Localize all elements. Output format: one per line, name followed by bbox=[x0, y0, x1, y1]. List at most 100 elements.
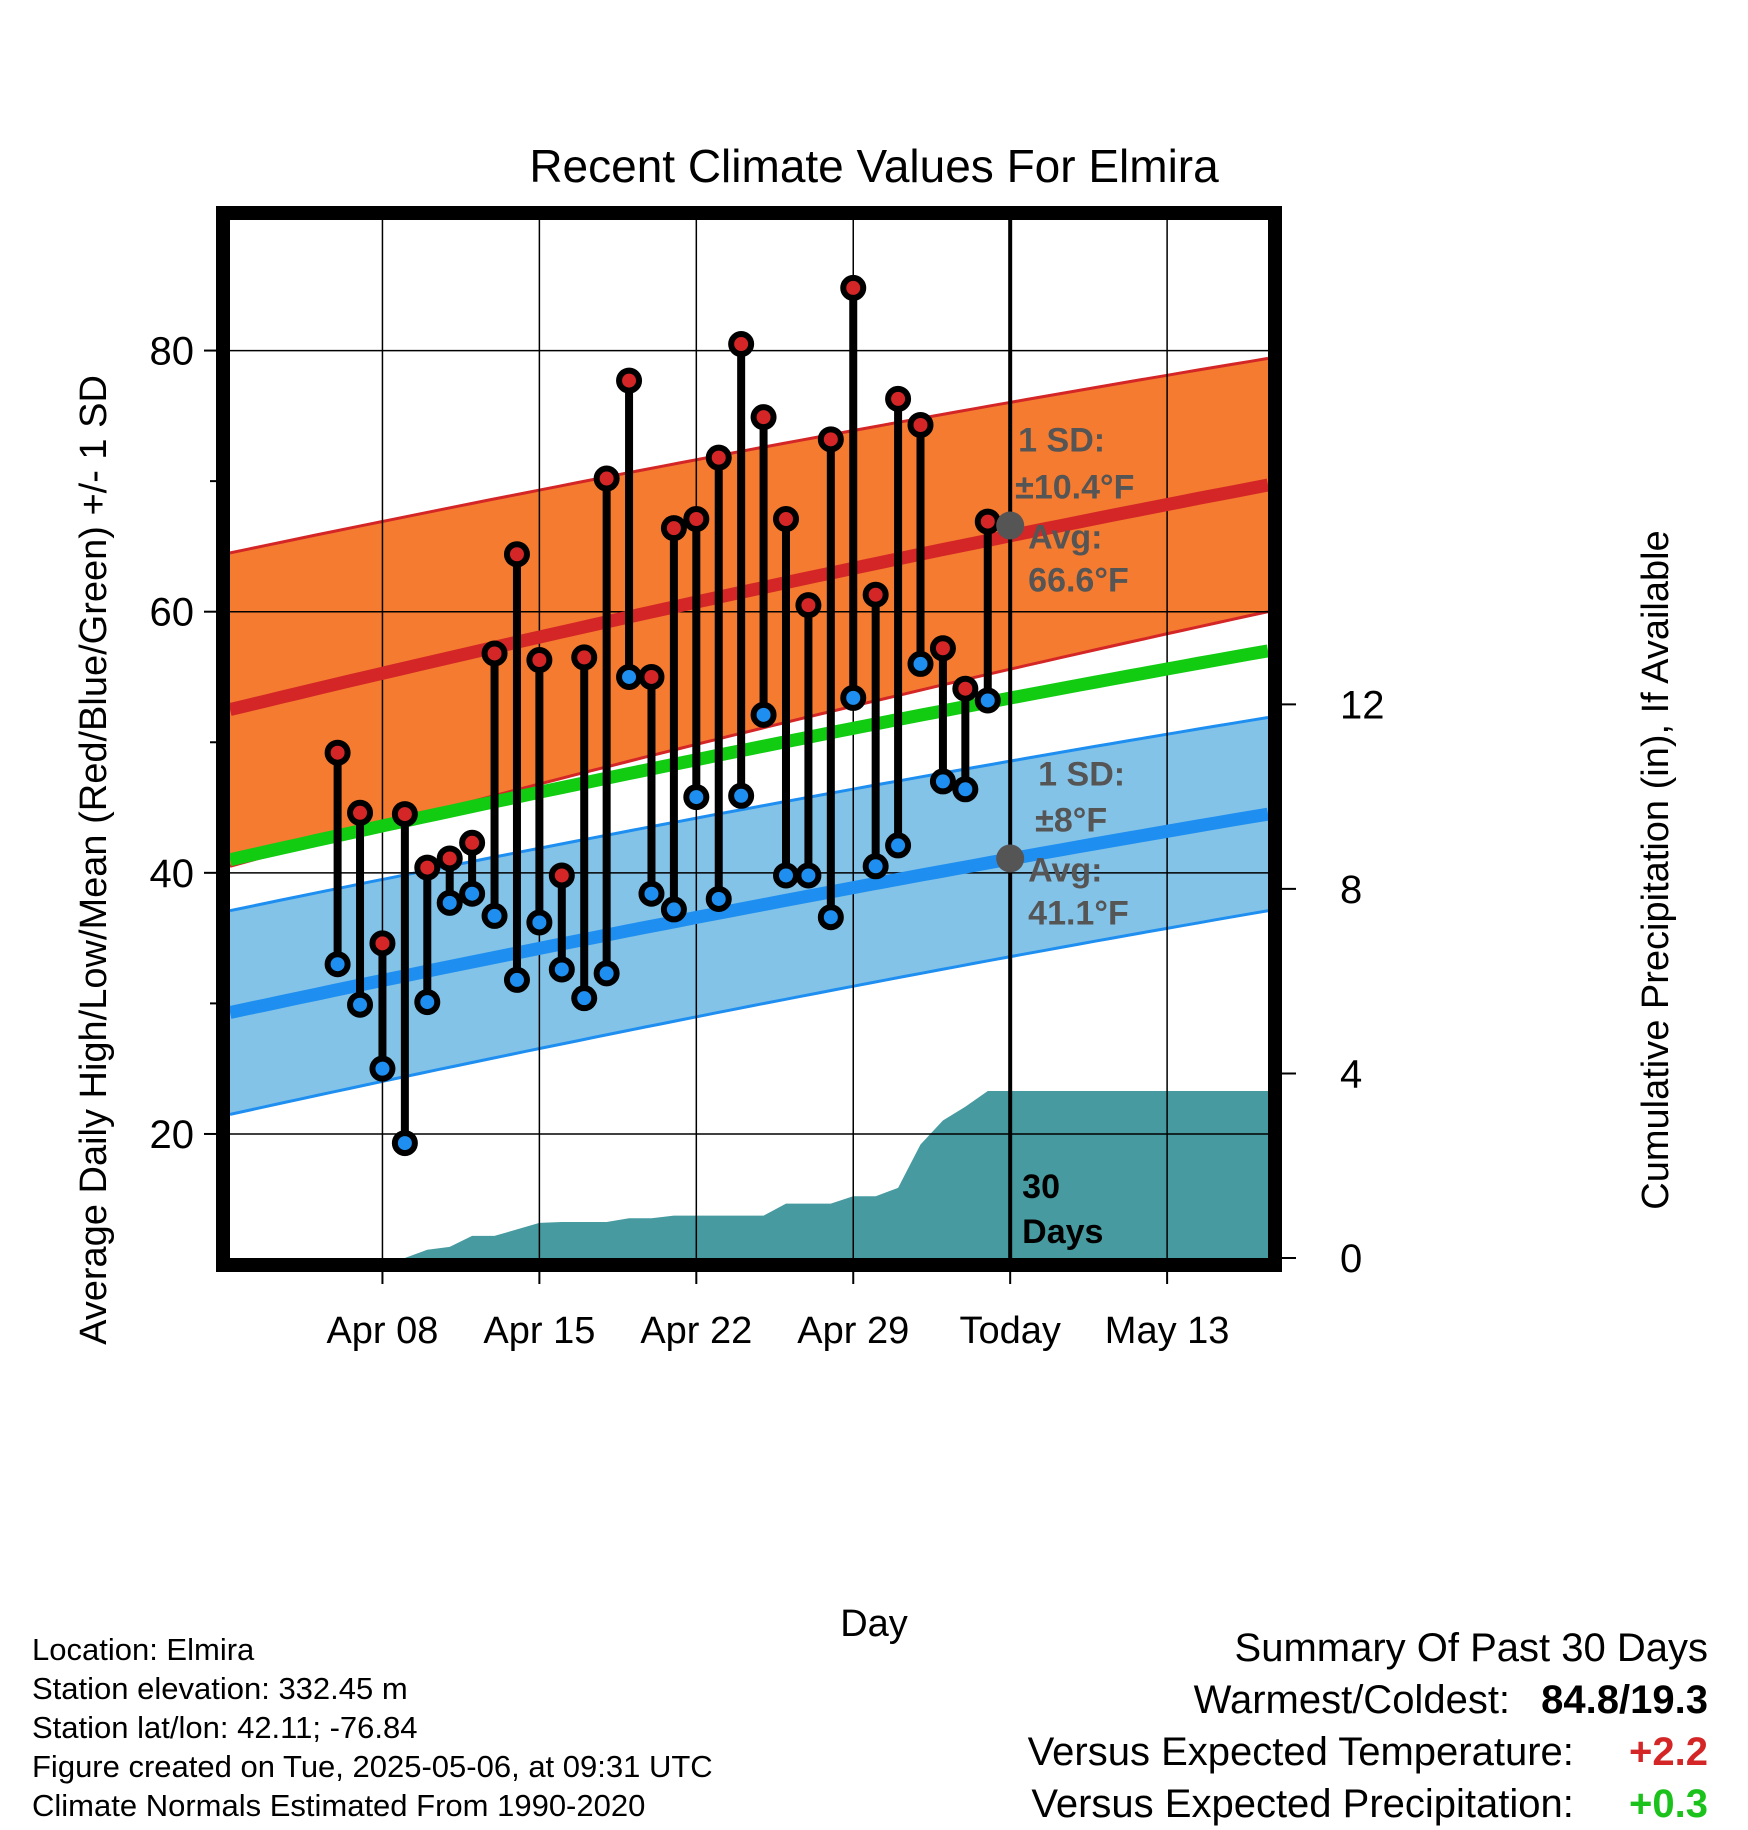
high-sd-upper bbox=[230, 356, 1268, 555]
daily-high-point bbox=[459, 829, 486, 856]
info-normals: Climate Normals Estimated From 1990-2020 bbox=[32, 1788, 646, 1823]
daily-low-point bbox=[952, 776, 979, 803]
summary-warm-cold: Warmest/Coldest: 84.8/19.3 bbox=[1028, 1674, 1708, 1726]
daily-low-point bbox=[414, 989, 441, 1016]
daily-high-point bbox=[660, 515, 687, 542]
daily-high-point bbox=[503, 541, 530, 568]
daily-high-point bbox=[907, 411, 934, 438]
y2-tick-label: 4 bbox=[1340, 1052, 1362, 1096]
x-tick-label: Apr 08 bbox=[326, 1310, 438, 1352]
normal-high-line bbox=[230, 478, 1268, 716]
high-avg-value: 66.6°F bbox=[1028, 562, 1129, 600]
daily-low-point bbox=[526, 909, 553, 936]
chart-title: Recent Climate Values For Elmira bbox=[529, 140, 1219, 192]
x-tick-label: Apr 15 bbox=[483, 1310, 595, 1352]
daily-low-point bbox=[907, 650, 934, 677]
precip-cumulative-area bbox=[230, 1091, 1268, 1258]
daily-high-point bbox=[750, 404, 777, 431]
low-avg-label: Avg: bbox=[1028, 851, 1102, 889]
daily-high-point bbox=[952, 675, 979, 702]
high-avg-label: Avg: bbox=[1028, 519, 1102, 557]
daily-low-point bbox=[974, 687, 1001, 714]
daily-high-point bbox=[795, 592, 822, 619]
daily-high-point bbox=[616, 367, 643, 394]
low-sd-value: ±8°F bbox=[1035, 801, 1107, 839]
daily-low-point bbox=[503, 966, 530, 993]
x-tick-label: Apr 29 bbox=[797, 1310, 909, 1352]
plot-content bbox=[230, 220, 1268, 1258]
daily-low-point bbox=[929, 768, 956, 795]
daily-high-point bbox=[526, 647, 553, 674]
y2-tick-label: 12 bbox=[1340, 683, 1385, 727]
plot-area: 1 SD: ±10.4°F Avg: 66.6°F 1 SD: ±8°F Avg: 41.1°… bbox=[150, 206, 1385, 1352]
daily-low-point bbox=[705, 885, 732, 912]
daily-low-point bbox=[347, 991, 374, 1018]
daily-high-point bbox=[705, 444, 732, 471]
x-tick-label: Apr 22 bbox=[640, 1310, 752, 1352]
daily-low-point bbox=[840, 684, 867, 711]
daily-high-point bbox=[571, 644, 598, 671]
daily-high-point bbox=[772, 505, 799, 532]
daily-high-point bbox=[929, 635, 956, 662]
daily-high-point bbox=[974, 508, 1001, 535]
station-info: Location: Elmira Station elevation: 332.… bbox=[32, 1630, 713, 1825]
precip-value: +0.3 bbox=[1629, 1782, 1708, 1826]
daily-high-point bbox=[391, 801, 418, 828]
daily-low-point bbox=[481, 902, 508, 929]
summary-temp: Versus Expected Temperature: +2.2 bbox=[1028, 1726, 1708, 1778]
window-label-days: Days bbox=[1022, 1213, 1103, 1251]
info-elevation: Station elevation: 332.45 m bbox=[32, 1671, 408, 1706]
daily-low-point bbox=[795, 862, 822, 889]
low-avg-value: 41.1°F bbox=[1028, 894, 1129, 932]
y2-axis-label: Cumulative Precipitation (in), If Availa… bbox=[1635, 530, 1677, 1209]
daily-high-point bbox=[369, 930, 396, 957]
daily-low-point bbox=[436, 889, 463, 916]
daily-low-point bbox=[616, 663, 643, 690]
today-normal-high-marker bbox=[996, 511, 1025, 540]
temp-label: Versus Expected Temperature: bbox=[1027, 1730, 1574, 1774]
y-tick-label: 40 bbox=[150, 852, 195, 896]
precip-label: Versus Expected Precipitation: bbox=[1031, 1782, 1574, 1826]
info-location: Location: Elmira bbox=[32, 1632, 255, 1667]
daily-high-point bbox=[728, 331, 755, 358]
plot-frame bbox=[216, 206, 1282, 1272]
daily-low-point bbox=[817, 904, 844, 931]
window-label-number: 30 bbox=[1022, 1168, 1060, 1206]
y-tick-label: 80 bbox=[150, 330, 195, 374]
daily-high-point bbox=[324, 739, 351, 766]
daily-low-point bbox=[638, 880, 665, 907]
daily-low-point bbox=[571, 985, 598, 1012]
summary-title: Summary Of Past 30 Days bbox=[1234, 1626, 1708, 1670]
daily-high-point bbox=[817, 426, 844, 453]
daily-low-point bbox=[728, 782, 755, 809]
daily-high-point bbox=[436, 845, 463, 872]
daily-low-point bbox=[369, 1055, 396, 1082]
daily-low-point bbox=[772, 862, 799, 889]
daily-high-point bbox=[885, 385, 912, 412]
today-normal-low-marker bbox=[996, 844, 1025, 873]
high-sd-label: 1 SD: bbox=[1018, 422, 1105, 460]
daily-low-point bbox=[750, 701, 777, 728]
daily-low-point bbox=[660, 896, 687, 923]
daily-low-point bbox=[885, 832, 912, 859]
info-created: Figure created on Tue, 2025-05-06, at 09… bbox=[32, 1749, 713, 1784]
summary-precip: Versus Expected Precipitation: +0.3 bbox=[1028, 1778, 1708, 1830]
info-latlon: Station lat/lon: 42.11; -76.84 bbox=[32, 1710, 418, 1745]
y2-tick-label: 0 bbox=[1340, 1237, 1362, 1281]
daily-low-point bbox=[683, 784, 710, 811]
daily-high-point bbox=[862, 581, 889, 608]
daily-low-point bbox=[862, 853, 889, 880]
daily-high-point bbox=[548, 862, 575, 889]
daily-high-point bbox=[683, 505, 710, 532]
low-sd-label: 1 SD: bbox=[1038, 755, 1125, 793]
daily-low-point bbox=[593, 960, 620, 987]
summary-panel: Summary Of Past 30 Days Warmest/Coldest:… bbox=[1028, 1622, 1708, 1830]
x-tick-label: Today bbox=[959, 1310, 1060, 1352]
high-sd-value: ±10.4°F bbox=[1015, 469, 1134, 507]
x-axis-label: Day bbox=[840, 1603, 908, 1645]
daily-high-point bbox=[593, 465, 620, 492]
warm-cold-label: Warmest/Coldest: bbox=[1193, 1678, 1511, 1722]
y-tick-label: 60 bbox=[150, 591, 195, 635]
x-tick-label: May 13 bbox=[1105, 1310, 1230, 1352]
